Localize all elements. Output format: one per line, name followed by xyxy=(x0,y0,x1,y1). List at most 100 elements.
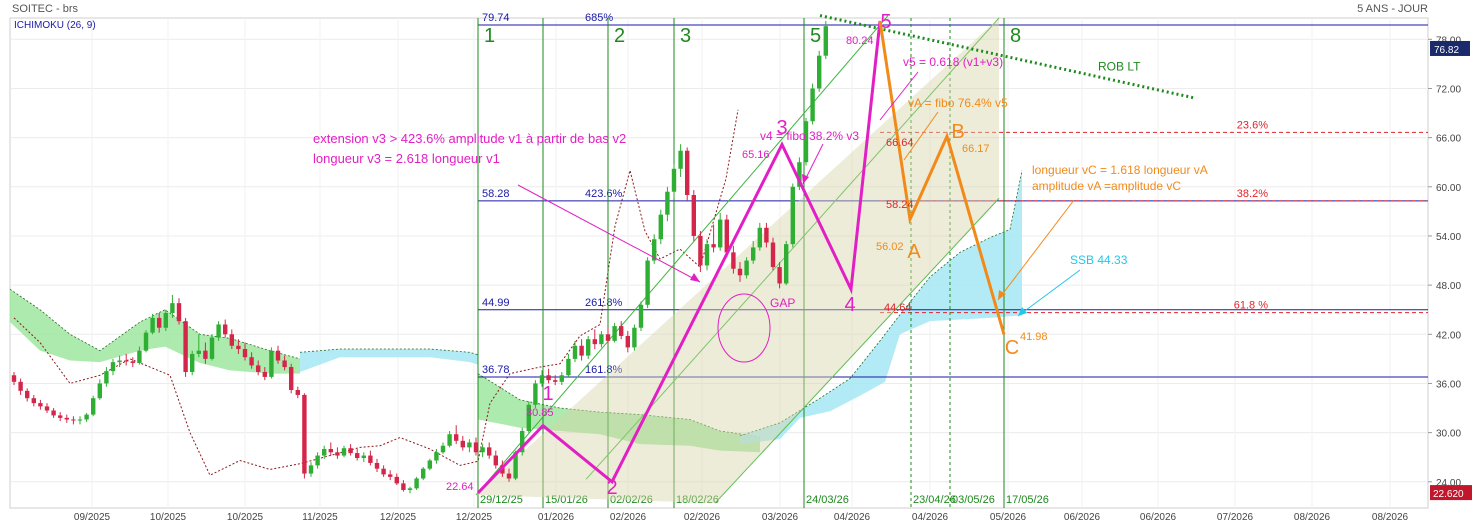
candle-body xyxy=(328,449,333,453)
candle-body xyxy=(619,326,624,336)
wave-label: 1 xyxy=(542,383,553,405)
arrow-vA xyxy=(903,111,939,161)
candle-body xyxy=(361,455,366,459)
cycle-number: 3 xyxy=(680,25,691,47)
candle-body xyxy=(731,252,736,269)
candle-body xyxy=(308,465,314,474)
candle-body xyxy=(579,345,584,356)
candle-body xyxy=(183,321,188,372)
y-tick-label: 30.00 xyxy=(1436,429,1461,440)
arrow-ssb xyxy=(1017,269,1081,317)
arrow-ssb-head xyxy=(1018,307,1027,316)
wave-label: 5 xyxy=(880,11,891,33)
candle-body xyxy=(209,337,215,359)
x-tick-label: 02/2026 xyxy=(610,512,647,523)
cycle-lines: 129/12/25 15/01/26202/02/26318/02/26524/0… xyxy=(477,18,1049,508)
rob-lt-label: ROB LT xyxy=(1098,59,1141,73)
candle-body xyxy=(691,194,696,236)
candle-body xyxy=(790,186,795,245)
annotation-extension: extension v3 > 423.6% amplitude v1 à par… xyxy=(313,131,626,146)
candle-body xyxy=(652,239,657,261)
fibonacci-levels: 79.74 685%58.28 423.6%44.99 261.8%36.78 161.… xyxy=(478,12,1428,378)
candle-body xyxy=(137,350,142,363)
candle-body xyxy=(421,468,426,479)
arrow-vC xyxy=(997,199,1075,301)
candle-body xyxy=(599,334,604,345)
candle-body xyxy=(51,410,56,416)
candle-body xyxy=(513,452,518,479)
candle-body xyxy=(414,478,419,489)
cycle-number: 5 xyxy=(810,25,821,47)
correction-price-label: 41.98 xyxy=(1020,331,1048,343)
cycle-date: 17/05/26 xyxy=(1006,494,1049,506)
candle-body xyxy=(632,327,637,348)
correction-label: A xyxy=(907,241,921,263)
candle-body xyxy=(11,375,17,382)
candle-body xyxy=(487,447,492,456)
cycle-date: 29/12/25 xyxy=(480,494,523,506)
wave-price-label: 30.85 xyxy=(526,407,554,419)
candle-body xyxy=(374,462,380,469)
candle-body xyxy=(764,227,769,243)
candle-body xyxy=(242,349,248,358)
candle-body xyxy=(381,468,386,475)
candle-body xyxy=(711,244,716,248)
arrow-extension xyxy=(517,184,701,283)
channel-line xyxy=(475,15,889,496)
candle-body xyxy=(454,434,459,441)
fib-level-ratio: 685% xyxy=(585,12,613,24)
candle-body xyxy=(355,453,360,459)
elliott-waves: 1 2 3 4 5 22.64 30.85 65.16 80.24 A B C 56.02 66.17 41… xyxy=(446,11,1048,499)
arrow-v4-head xyxy=(802,174,809,184)
y-tick-label: 60.00 xyxy=(1436,183,1461,194)
plot-area xyxy=(9,17,1429,509)
fib-level-price: 44.99 xyxy=(482,297,510,309)
candle-body xyxy=(335,452,340,456)
y-tick-label: 24.00 xyxy=(1436,478,1461,489)
level-tag-low: 44.64 xyxy=(884,302,912,314)
cycle-date: 23/04/26 xyxy=(913,494,956,506)
candle-body xyxy=(368,455,373,463)
candle-body xyxy=(823,26,828,56)
candle-body xyxy=(784,244,789,284)
cycle-date: 24/03/26 xyxy=(806,494,849,506)
y-tick-label: 66.00 xyxy=(1436,134,1461,145)
candle-body xyxy=(91,398,96,415)
candle-body xyxy=(289,367,294,391)
candle-body xyxy=(553,380,558,382)
candle-body xyxy=(322,449,327,456)
kumo-bull-2 xyxy=(478,373,760,453)
x-tick-label: 12/2025 xyxy=(456,512,493,523)
kumo-bull-2-edge xyxy=(477,373,761,438)
candle-body xyxy=(434,452,439,461)
candle-body xyxy=(605,334,611,341)
annotation-v5: v5 = 0.618 (v1+v3) xyxy=(903,55,1003,69)
candle-body xyxy=(533,383,538,405)
fib-level-ratio: 261.8% xyxy=(585,297,623,309)
candle-body xyxy=(170,303,175,313)
y-tick-label: 78.00 xyxy=(1436,35,1461,46)
y-tick-label: 54.00 xyxy=(1436,232,1461,243)
candle-body xyxy=(803,121,809,163)
candle-body xyxy=(269,350,274,377)
wave-price-label: 80.24 xyxy=(846,35,874,47)
candle-body xyxy=(685,150,690,195)
x-tick-label: 04/2026 xyxy=(834,512,871,523)
x-tick-label: 06/2026 xyxy=(1064,512,1101,523)
candle-body xyxy=(737,268,743,276)
candle-body xyxy=(480,447,485,453)
arrow-v5 xyxy=(879,71,919,121)
candle-body xyxy=(190,353,195,372)
candle-body xyxy=(625,335,630,348)
chart-title: SOITEC - brs xyxy=(12,3,79,15)
candle-body xyxy=(64,417,69,420)
annotations: extension v3 > 423.6% amplitude v1 à par… xyxy=(313,55,1208,363)
annotation-length-v3: longueur v3 = 2.618 longueur v1 xyxy=(313,151,500,166)
kumo-bear-2 xyxy=(740,170,1022,445)
x-tick-label: 11/2025 xyxy=(302,512,338,523)
correction-label: C xyxy=(1005,337,1019,359)
candle-body xyxy=(275,350,281,361)
candle-body xyxy=(718,219,723,248)
candle-body xyxy=(150,317,155,333)
x-tick-label: 02/2026 xyxy=(684,512,721,523)
